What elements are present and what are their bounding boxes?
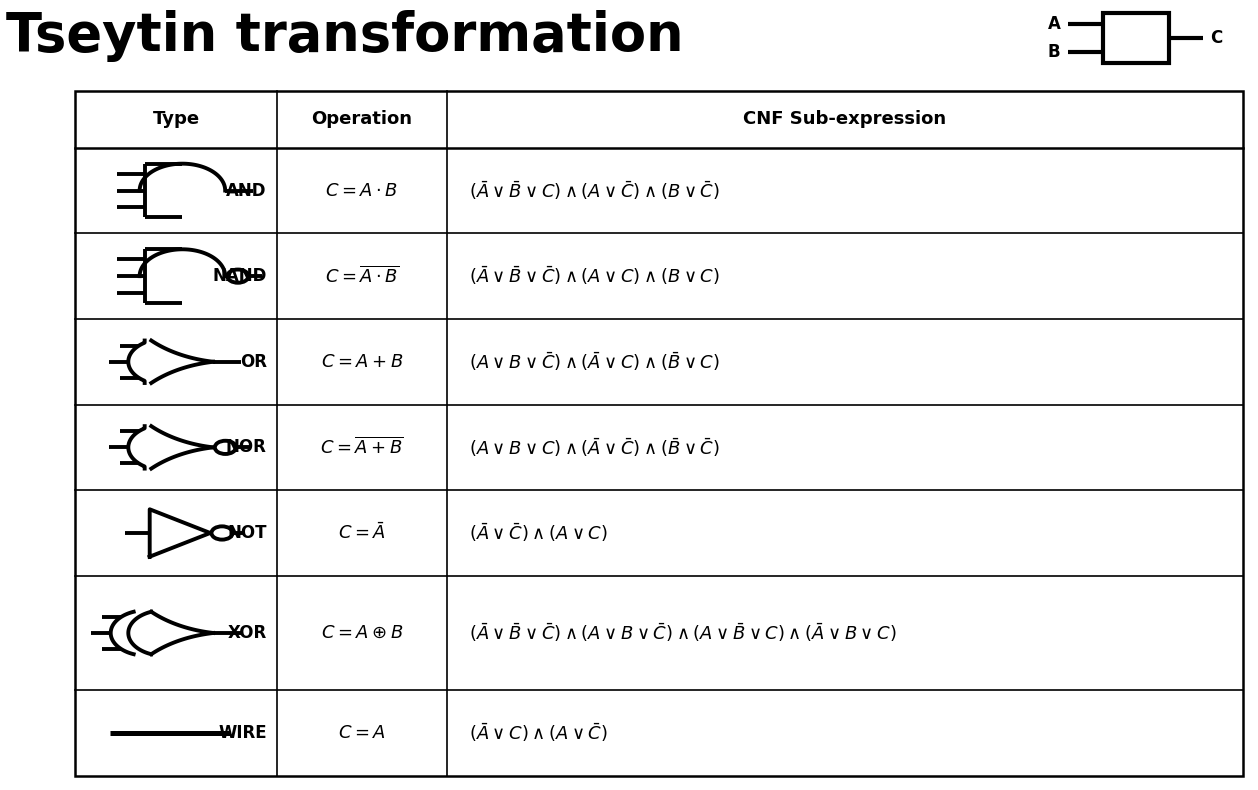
- Text: $C = \bar{A}$: $C = \bar{A}$: [338, 523, 385, 544]
- Text: $(\bar{A} \vee \bar{B} \vee \bar{C}) \wedge (A \vee B \vee \bar{C}) \wedge (A \v: $(\bar{A} \vee \bar{B} \vee \bar{C}) \we…: [469, 622, 897, 645]
- Text: $C = A \cdot B$: $C = A \cdot B$: [326, 182, 398, 200]
- Text: NOT: NOT: [228, 524, 267, 542]
- Text: $(\bar{A} \vee \bar{B} \vee C) \wedge (A \vee \bar{C}) \wedge (B \vee \bar{C})$: $(\bar{A} \vee \bar{B} \vee C) \wedge (A…: [469, 179, 720, 201]
- Text: $C = A$: $C = A$: [338, 724, 385, 742]
- Text: $C = \overline{A + B}$: $C = \overline{A + B}$: [320, 437, 404, 458]
- Text: $(\bar{A} \vee C) \wedge (A \vee \bar{C})$: $(\bar{A} \vee C) \wedge (A \vee \bar{C}…: [469, 722, 608, 744]
- Text: CNF Sub-expression: CNF Sub-expression: [743, 111, 946, 128]
- Text: Tseytin transformation: Tseytin transformation: [6, 9, 684, 62]
- Text: C: C: [1210, 29, 1223, 47]
- Text: $C = A \oplus B$: $C = A \oplus B$: [321, 624, 403, 642]
- Text: Operation: Operation: [311, 111, 413, 128]
- Text: Type: Type: [152, 111, 200, 128]
- Bar: [1103, 13, 1169, 63]
- Text: NAND: NAND: [213, 267, 267, 285]
- Text: $(\bar{A} \vee \bar{B} \vee \bar{C}) \wedge (A \vee C) \wedge (B \vee C)$: $(\bar{A} \vee \bar{B} \vee \bar{C}) \we…: [469, 265, 720, 288]
- Text: NOR: NOR: [226, 438, 267, 457]
- Text: A: A: [1048, 15, 1060, 33]
- Text: WIRE: WIRE: [218, 724, 267, 742]
- Text: $(A \vee B \vee C) \wedge (\bar{A} \vee \bar{C}) \wedge (\bar{B} \vee \bar{C})$: $(A \vee B \vee C) \wedge (\bar{A} \vee …: [469, 436, 720, 459]
- Text: B: B: [1048, 43, 1060, 61]
- Text: $(A \vee B \vee \bar{C}) \wedge (\bar{A} \vee C) \wedge (\bar{B} \vee C)$: $(A \vee B \vee \bar{C}) \wedge (\bar{A}…: [469, 351, 720, 373]
- Bar: [75, 91, 1243, 776]
- Text: OR: OR: [240, 353, 267, 371]
- Text: XOR: XOR: [228, 624, 267, 642]
- Text: $(\bar{A} \vee \bar{C}) \wedge (A \vee C)$: $(\bar{A} \vee \bar{C}) \wedge (A \vee C…: [469, 521, 608, 544]
- Text: AND: AND: [226, 182, 267, 200]
- Text: $C = \overline{A \cdot B}$: $C = \overline{A \cdot B}$: [325, 265, 399, 287]
- Text: $C = A + B$: $C = A + B$: [321, 353, 403, 371]
